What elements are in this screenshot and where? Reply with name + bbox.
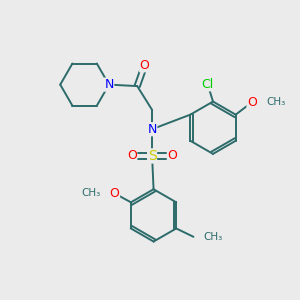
Text: O: O: [140, 59, 150, 72]
Text: S: S: [148, 149, 157, 163]
Text: O: O: [247, 96, 257, 109]
Text: O: O: [167, 149, 177, 162]
Text: O: O: [110, 187, 119, 200]
Text: N: N: [147, 123, 157, 136]
Text: O: O: [127, 149, 137, 162]
Text: CH₃: CH₃: [81, 188, 100, 198]
Text: CH₃: CH₃: [204, 232, 223, 242]
Text: N: N: [104, 78, 114, 91]
Text: Cl: Cl: [202, 78, 214, 91]
Text: CH₃: CH₃: [266, 97, 286, 106]
